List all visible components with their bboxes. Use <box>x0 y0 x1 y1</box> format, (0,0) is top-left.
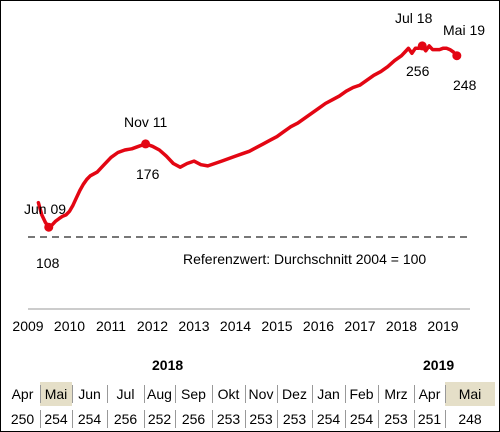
value-cell: 253 <box>216 411 241 427</box>
column-separator <box>175 385 176 403</box>
value-cell: 250 <box>10 411 35 427</box>
value-cell: 254 <box>77 411 102 427</box>
x-tick-label: 2012 <box>137 318 168 334</box>
x-tick-label: 2013 <box>178 318 209 334</box>
x-tick-label: 2010 <box>54 318 85 334</box>
annotation-value-label: 256 <box>406 63 430 79</box>
month-cell: Jul <box>116 386 135 402</box>
month-cell: Mrz <box>384 386 408 402</box>
column-separator <box>144 385 145 403</box>
data-point-marker <box>44 222 54 232</box>
column-separator <box>40 410 41 428</box>
value-cell: 256 <box>113 411 138 427</box>
annotation-value-label: 108 <box>36 255 60 271</box>
series-line <box>36 44 459 229</box>
x-tick-label: 2016 <box>303 318 334 334</box>
column-separator <box>312 410 313 428</box>
x-tick-label: 2018 <box>386 318 417 334</box>
annotation-date-label: Jun 09 <box>24 201 66 217</box>
column-separator <box>345 385 346 403</box>
month-cell: Nov <box>248 386 274 402</box>
x-tick-label: 2017 <box>344 318 375 334</box>
x-tick-label: 2014 <box>220 318 251 334</box>
column-separator <box>445 410 446 428</box>
value-cell: 253 <box>384 411 408 427</box>
annotation-value-label: 176 <box>136 166 160 182</box>
month-cell: Apr <box>11 386 34 402</box>
data-point-marker <box>452 51 462 61</box>
column-separator <box>107 385 108 403</box>
value-row: 250 254 254 256 252 256 253 253 253 254 254 253 251 2… <box>0 407 500 431</box>
x-tick-label: 2015 <box>261 318 292 334</box>
annotations: Jun 09 108 Nov 11 176 Jul 18 256 Mai 19 248 <box>24 10 485 271</box>
value-cell: 254 <box>349 411 374 427</box>
x-tick-label: 2009 <box>12 318 43 334</box>
column-separator <box>175 410 176 428</box>
month-cell: Apr <box>418 386 441 402</box>
column-separator <box>277 385 278 403</box>
x-tick-labels: 2009 2010 2011 2012 2013 2014 2015 2016 2017 2018… <box>12 318 458 334</box>
column-separator <box>72 410 73 428</box>
data-point-marker <box>141 139 151 149</box>
month-cell: Jan <box>317 386 340 402</box>
column-separator <box>378 385 379 403</box>
annotation-date-label: Jul 18 <box>395 10 433 26</box>
column-separator <box>378 410 379 428</box>
column-separator <box>345 410 346 428</box>
column-separator <box>212 385 213 403</box>
value-cell: 248 <box>458 411 482 427</box>
data-point-marker <box>417 41 427 51</box>
column-separator <box>245 410 246 428</box>
value-cell: 256 <box>181 411 206 427</box>
line-chart: Referenzwert: Durchschnitt 2004 = 100 20… <box>12 10 485 334</box>
value-cell: 253 <box>249 411 273 427</box>
column-separator <box>40 385 41 403</box>
year-label: 2019 <box>423 357 455 373</box>
column-separator <box>72 385 73 403</box>
year-label: 2018 <box>152 357 184 373</box>
column-separator <box>414 385 415 403</box>
x-tick-label: 2019 <box>427 318 458 334</box>
month-cell: Mai <box>445 382 495 406</box>
month-cell: Sep <box>181 386 206 402</box>
column-separator <box>245 385 246 403</box>
column-separator <box>107 410 108 428</box>
column-separator <box>414 410 415 428</box>
value-cell: 252 <box>147 411 172 427</box>
value-cell: 254 <box>316 411 341 427</box>
column-separator <box>212 410 213 428</box>
column-separator <box>445 385 446 403</box>
value-cell: 253 <box>282 411 307 427</box>
month-cell: Feb <box>349 386 374 402</box>
month-row: Apr Mai Jun Jul Aug Sep Okt Nov Dez Jan Feb Mrz Apr M… <box>0 382 500 406</box>
month-cell: Mai <box>40 382 72 406</box>
reference-label: Referenzwert: Durchschnitt 2004 = 100 <box>183 251 426 267</box>
column-separator <box>277 410 278 428</box>
month-cell: Okt <box>217 386 240 402</box>
annotation-value-label: 248 <box>453 77 477 93</box>
value-cell: 251 <box>417 411 442 427</box>
x-tick-label: 2011 <box>96 318 126 334</box>
annotation-date-label: Mai 19 <box>443 22 485 38</box>
month-cell: Jun <box>78 386 101 402</box>
value-cell: 254 <box>44 411 68 427</box>
annotation-date-label: Nov 11 <box>124 114 168 130</box>
month-cell: Dez <box>282 386 307 402</box>
month-cell: Aug <box>147 386 172 402</box>
column-separator <box>144 410 145 428</box>
column-separator <box>312 385 313 403</box>
